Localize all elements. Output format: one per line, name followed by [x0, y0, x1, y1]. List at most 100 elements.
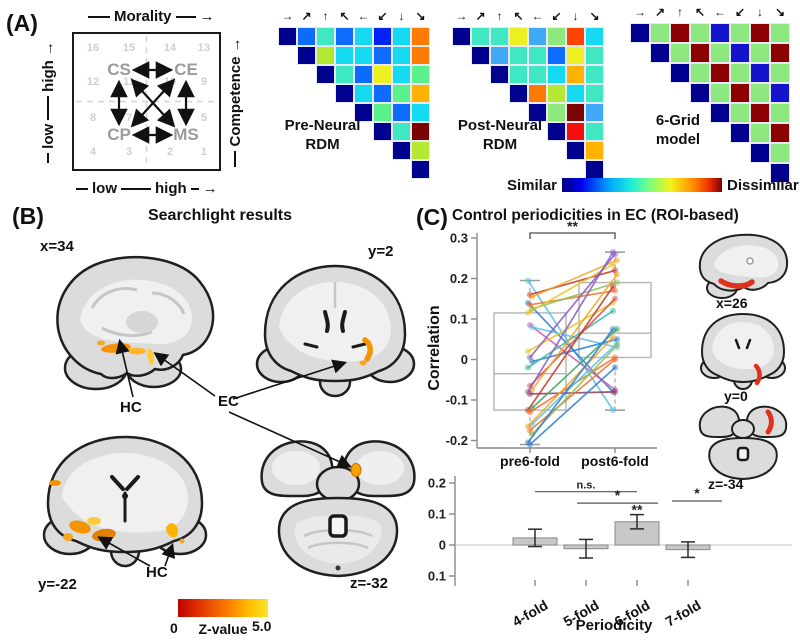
panel-b-label: (B): [12, 203, 44, 229]
rdm-cell: [547, 65, 566, 84]
svg-text:n.s.: n.s.: [577, 480, 596, 492]
slice-coord-x26: x=26: [716, 295, 748, 311]
deep-gray: [126, 311, 158, 333]
rdm-cell: [690, 63, 710, 83]
z-colorbar-min: 0: [170, 620, 178, 636]
rdm-cell: [392, 65, 411, 84]
slice-coord-x34: x=34: [40, 238, 74, 255]
rdm-cell: [411, 84, 430, 103]
quadrant-ms-label: MS: [173, 125, 199, 144]
rdm-cell: [690, 83, 710, 103]
rdm-cell: [490, 65, 509, 84]
direction-arrow-icon: ↓: [398, 9, 405, 23]
cerebellum-inner: [294, 515, 382, 564]
axis-line: [88, 15, 110, 18]
slice-coord-z-34: z=-34: [708, 476, 744, 492]
svg-text:0.3: 0.3: [450, 231, 468, 246]
ec-roi-blob: [765, 409, 774, 435]
rdm-cell: [354, 84, 373, 103]
direction-arrow-icon: ↙: [377, 9, 388, 23]
svg-text:0.1: 0.1: [428, 507, 446, 522]
similarity-colorbar: [562, 178, 722, 192]
rdm-cell: [373, 122, 392, 141]
svg-text:0: 0: [461, 352, 468, 367]
direction-arrow-icon: →: [281, 9, 294, 23]
grid-number: 2: [166, 146, 174, 158]
rdm-cell: [528, 84, 547, 103]
panel-c-title: Control periodicities in EC (ROI-based): [452, 207, 739, 224]
direction-arrow-icon: ←: [531, 9, 544, 23]
svg-text:7-fold: 7-fold: [662, 597, 703, 630]
rdm-cell: [650, 43, 670, 63]
rdm-cell: [354, 65, 373, 84]
rdm-cell: [585, 122, 604, 141]
quadrant-cs-label: CS: [107, 60, 131, 79]
grid-number: 3: [125, 146, 133, 158]
pre-neural-rdm-label: Pre-Neural RDM: [284, 117, 361, 153]
rdm-cell: [670, 23, 690, 43]
rdm-cell: [585, 27, 604, 46]
rdm-cell: [690, 23, 710, 43]
rdm-cell: [392, 46, 411, 65]
svg-text:-0.2: -0.2: [446, 433, 468, 448]
direction-arrow-icon: ↙: [734, 5, 746, 19]
fourth-ventricle: [328, 514, 348, 538]
svg-text:0.1: 0.1: [450, 312, 468, 327]
rdm-cell: [392, 103, 411, 122]
morality-axis: Morality →: [88, 8, 215, 25]
rdm-cell: [335, 46, 354, 65]
grid-number: 16: [86, 42, 100, 54]
rdm-cell: [354, 103, 373, 122]
rdm-cell: [316, 27, 335, 46]
grid-number: 15: [122, 42, 136, 54]
rdm-cell: [411, 122, 430, 141]
ventricle-dot: [746, 257, 754, 265]
direction-arrow-icon: ↘: [774, 5, 786, 19]
rdm-cell: [670, 63, 690, 83]
rdm-cell: [316, 46, 335, 65]
rdm-cell: [730, 83, 750, 103]
grid-number: 7: [125, 112, 133, 124]
rdm-cell: [630, 23, 650, 43]
direction-arrow-icon: ↓: [757, 5, 763, 19]
svg-text:0.2: 0.2: [428, 476, 446, 491]
rdm-cell: [335, 27, 354, 46]
quadrant-cp-label: CP: [107, 125, 131, 144]
rdm-cell: [750, 23, 770, 43]
rdm-cell: [770, 43, 790, 63]
rdm-cell: [566, 27, 585, 46]
rdm-cell: [566, 141, 585, 160]
left-axis: low high →: [38, 27, 58, 177]
pre-neural-rdm-heatmap: → ↗ ↑ ↖ ← ↙ ↓ ↘: [278, 9, 432, 181]
rdm-cell: [730, 103, 750, 123]
rdm-cell: [335, 84, 354, 103]
rdm-cell: [750, 123, 770, 143]
panel-a-label: (A): [6, 10, 38, 36]
temporal-horns: [303, 342, 367, 349]
ec-label: EC: [218, 393, 239, 410]
svg-text:-0.1: -0.1: [446, 393, 468, 408]
panel-b-title: Searchlight results: [147, 207, 293, 224]
rdm-cell: [547, 103, 566, 122]
quadrant-arrows: [76, 36, 217, 167]
rdm-cell: [770, 123, 790, 143]
rdm-cell: [411, 27, 430, 46]
rdm-cell: [770, 63, 790, 83]
rdm-cell: [373, 27, 392, 46]
rdm-cell: [411, 141, 430, 160]
rdm-cell: [392, 122, 411, 141]
white-matter: [714, 245, 779, 278]
svg-text:Correlation: Correlation: [426, 305, 443, 390]
rdm-cell: [547, 27, 566, 46]
rdm-cell: [585, 46, 604, 65]
post-neural-rdm-label: Post-Neural RDM: [457, 117, 543, 153]
rdm-cell: [710, 63, 730, 83]
grid-number: 4: [89, 146, 97, 158]
rdm-cell: [335, 65, 354, 84]
rdm-cell: [585, 103, 604, 122]
rdm-cell: [770, 163, 790, 183]
roi-slice-x26: [698, 233, 789, 299]
grid-number: 1: [200, 146, 208, 158]
direction-arrow-icon: ↗: [475, 9, 486, 23]
rdm-cell: [297, 46, 316, 65]
